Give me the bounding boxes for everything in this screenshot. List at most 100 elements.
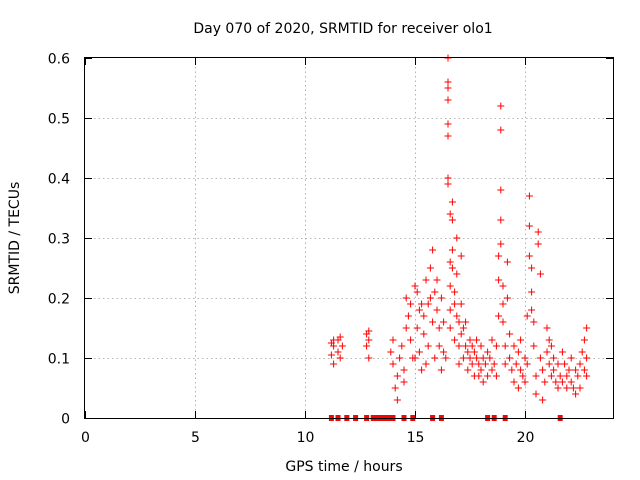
data-point	[547, 342, 555, 350]
data-point	[448, 246, 456, 254]
data-point	[506, 354, 514, 362]
data-point	[411, 354, 419, 362]
data-point	[523, 360, 531, 368]
data-point	[365, 336, 373, 344]
data-point	[398, 342, 406, 350]
data-point	[429, 246, 437, 254]
data-point	[431, 354, 439, 362]
data-point	[437, 366, 445, 374]
data-point	[466, 354, 474, 362]
data-point	[558, 348, 566, 356]
data-point	[503, 294, 511, 302]
data-point	[451, 300, 459, 308]
data-point	[517, 336, 525, 344]
data-point	[334, 348, 342, 356]
data-point	[455, 342, 463, 350]
data-point	[477, 342, 485, 350]
data-point	[444, 84, 452, 92]
data-point	[466, 336, 474, 344]
data-point	[583, 372, 591, 380]
data-point	[583, 354, 591, 362]
data-point	[583, 324, 591, 332]
data-point	[512, 360, 520, 368]
y-tick-label: 0.1	[48, 352, 70, 368]
data-point	[539, 396, 547, 404]
data-point	[492, 342, 500, 350]
data-point	[402, 324, 410, 332]
data-point	[525, 222, 533, 230]
data-point	[486, 354, 494, 362]
data-point	[525, 192, 533, 200]
data-point	[444, 120, 452, 128]
data-point	[457, 252, 465, 260]
data-point	[442, 354, 450, 362]
data-point	[446, 324, 454, 332]
data-point	[528, 264, 536, 272]
data-point	[407, 300, 415, 308]
data-point	[576, 384, 584, 392]
data-point	[567, 354, 575, 362]
data-point	[495, 252, 503, 260]
data-point	[497, 186, 505, 194]
data-point	[420, 312, 428, 320]
data-point	[413, 288, 421, 296]
data-point	[550, 354, 558, 362]
data-point	[393, 372, 401, 380]
data-point	[479, 378, 487, 386]
data-point	[420, 330, 428, 338]
data-point	[563, 384, 571, 392]
data-point	[365, 327, 373, 335]
data-point	[459, 354, 467, 362]
data-point	[550, 366, 558, 374]
data-point	[510, 342, 518, 350]
data-point	[365, 354, 373, 362]
data-point	[440, 348, 448, 356]
data-point	[497, 126, 505, 134]
data-point	[574, 372, 582, 380]
data-point	[523, 312, 531, 320]
data-point	[470, 348, 478, 356]
data-point	[451, 336, 459, 344]
x-tick-label: 10	[297, 430, 315, 446]
data-point	[532, 390, 540, 398]
data-point	[338, 342, 346, 350]
data-point	[400, 366, 408, 374]
data-point	[387, 348, 395, 356]
data-point	[446, 258, 454, 266]
y-tick-label: 0.2	[48, 292, 70, 308]
data-point	[554, 360, 562, 368]
data-point	[499, 282, 507, 290]
data-point	[413, 324, 421, 332]
data-point	[404, 312, 412, 320]
data-point	[503, 258, 511, 266]
data-point	[576, 360, 584, 368]
data-point	[393, 396, 401, 404]
data-point	[330, 360, 338, 368]
data-point	[528, 306, 536, 314]
data-point	[490, 360, 498, 368]
data-point	[327, 351, 335, 359]
data-point	[426, 294, 434, 302]
data-point	[539, 366, 547, 374]
data-point	[552, 378, 560, 386]
data-point	[528, 288, 536, 296]
data-point	[422, 360, 430, 368]
data-point	[336, 354, 344, 362]
data-point	[479, 354, 487, 362]
data-point	[536, 270, 544, 278]
data-point	[501, 342, 509, 350]
data-point	[429, 318, 437, 326]
data-point	[488, 336, 496, 344]
data-point	[580, 366, 588, 374]
data-point	[484, 372, 492, 380]
x-axis-label: GPS time / hours	[285, 459, 402, 475]
data-point	[501, 360, 509, 368]
data-point	[543, 348, 551, 356]
data-point	[464, 366, 472, 374]
data-point	[400, 378, 408, 386]
y-tick-label: 0	[61, 412, 70, 428]
data-point	[415, 348, 423, 356]
data-point	[448, 198, 456, 206]
data-point	[495, 312, 503, 320]
